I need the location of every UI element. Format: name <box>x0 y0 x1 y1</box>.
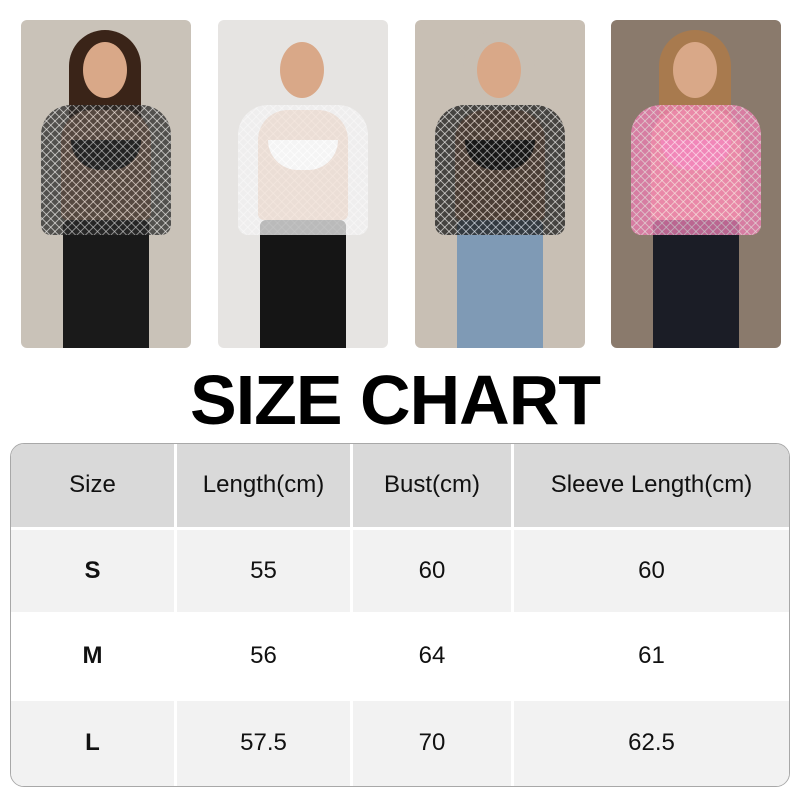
photo-bottom <box>260 220 346 348</box>
photo-top <box>238 105 368 235</box>
header-sleeve-length: Sleeve Length(cm) <box>514 444 789 530</box>
photo-bottom <box>457 220 543 348</box>
photo-bottom <box>653 220 739 348</box>
table-row: S 55 60 60 <box>11 529 789 615</box>
header-size: Size <box>11 444 177 530</box>
photo-top <box>41 105 171 235</box>
cell-sleeve-length: 62.5 <box>628 729 675 757</box>
size-chart-title: SIZE CHART <box>190 361 601 439</box>
cell-bust: 70 <box>353 700 514 786</box>
cell-size: S <box>11 529 177 615</box>
header-length: Length(cm) <box>177 444 353 530</box>
photo-top <box>435 105 565 235</box>
cell-size: L <box>11 700 177 786</box>
cell-length: 56 <box>177 615 353 701</box>
cell-bust: 64 <box>353 615 514 701</box>
size-table: Size Length(cm) Bust(cm) Sleeve Length(c… <box>10 443 790 787</box>
photo-head <box>673 42 717 98</box>
photo-head <box>477 42 521 98</box>
photo-bottom <box>63 220 149 348</box>
table-header-row: Size Length(cm) Bust(cm) Sleeve Length(c… <box>11 444 789 530</box>
product-photo <box>415 20 585 348</box>
header-bust: Bust(cm) <box>353 444 514 530</box>
cell-sleeve-length: 60 <box>514 530 789 615</box>
cell-sleeve-length: 61 <box>514 615 789 701</box>
cell-size: M <box>11 615 177 701</box>
cell-length: 57.5 <box>177 700 353 786</box>
photo-head <box>83 42 127 98</box>
product-photo <box>218 20 388 348</box>
table-row: M 56 64 61 <box>11 615 789 701</box>
cell-length: 55 <box>177 529 353 615</box>
photo-head <box>280 42 324 98</box>
product-photo <box>21 20 191 348</box>
photo-top <box>631 105 761 235</box>
table-row: L 57.5 70 62.5 <box>11 700 789 786</box>
cell-bust: 60 <box>353 529 514 615</box>
product-photo <box>611 20 781 348</box>
